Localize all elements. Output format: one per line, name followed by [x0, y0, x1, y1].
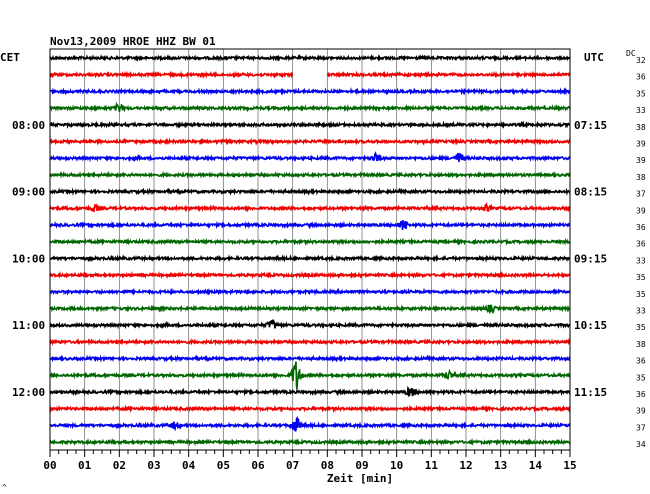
utc-time-label: 11:15 — [574, 386, 607, 399]
cet-time-label: 11:00 — [12, 319, 45, 332]
seismic-trace — [49, 270, 571, 280]
x-tick-label: 00 — [43, 459, 56, 472]
seismic-trace — [49, 354, 571, 363]
cet-time-label: 08:00 — [12, 119, 45, 132]
dc-value: 38 — [636, 173, 646, 182]
dc-value: 39 — [636, 156, 646, 165]
seismic-trace — [49, 202, 571, 213]
x-tick-label: 15 — [563, 459, 576, 472]
dc-value: 36 — [636, 357, 646, 366]
seismic-trace — [49, 304, 571, 315]
seismic-trace — [49, 120, 571, 130]
dc-value: 33 — [636, 256, 646, 265]
dc-value: 38 — [636, 123, 646, 132]
seismic-trace — [49, 187, 571, 196]
seismic-trace — [49, 319, 571, 330]
cet-time-label: 09:00 — [12, 186, 45, 199]
footer-mark: ^ — [2, 483, 7, 492]
dc-value: 33 — [636, 106, 646, 115]
x-tick-label: 11 — [425, 459, 439, 472]
dc-value: 35 — [636, 323, 646, 332]
cet-label: CET — [0, 51, 20, 64]
x-tick-label: 14 — [529, 459, 543, 472]
x-tick-label: 03 — [147, 459, 160, 472]
seismic-trace — [49, 237, 571, 246]
seismic-trace — [49, 170, 571, 180]
utc-time-label: 07:15 — [574, 119, 607, 132]
minute-gridlines — [84, 49, 536, 450]
x-tick-label: 13 — [494, 459, 507, 472]
x-axis-label: Zeit [min] — [327, 472, 393, 485]
seismic-trace — [49, 87, 571, 96]
seismic-trace — [49, 337, 571, 347]
dc-value: 39 — [636, 140, 646, 149]
x-axis-ticks — [49, 450, 571, 457]
x-tick-label: 10 — [390, 459, 403, 472]
dc-value: 35 — [636, 290, 646, 299]
dc-value: 37 — [636, 190, 646, 199]
seismic-trace — [49, 53, 571, 63]
seismic-trace — [49, 137, 571, 146]
x-tick-label: 05 — [217, 459, 230, 472]
dc-value: 39 — [636, 407, 646, 416]
utc-time-label: 10:15 — [574, 319, 607, 332]
dc-value: 36 — [636, 390, 646, 399]
dc-value: 36 — [636, 240, 646, 249]
dc-value: 35 — [636, 89, 646, 98]
dc-value: 36 — [636, 223, 646, 232]
cet-time-label: 12:00 — [12, 386, 45, 399]
x-tick-label: 09 — [355, 459, 368, 472]
seismic-trace — [49, 287, 571, 297]
dc-value: 37 — [636, 423, 646, 432]
utc-label: UTC — [584, 51, 604, 64]
chart-title: Nov13,2009 HROE HHZ BW 01 — [50, 35, 216, 48]
utc-time-label: 08:15 — [574, 186, 607, 199]
dc-value: 34 — [636, 440, 646, 449]
trace-group — [49, 53, 571, 447]
x-tick-label: 04 — [182, 459, 196, 472]
x-tick-label: 06 — [251, 459, 265, 472]
dc-value: 39 — [636, 206, 646, 215]
seismic-trace — [49, 151, 571, 163]
seismic-trace — [49, 70, 571, 79]
seismic-trace — [49, 437, 571, 447]
seismic-trace — [49, 219, 571, 230]
seismic-trace — [49, 101, 571, 113]
cet-time-label: 10:00 — [12, 252, 45, 265]
dc-value: 35 — [636, 373, 646, 382]
x-tick-label: 01 — [78, 459, 92, 472]
x-tick-label: 08 — [321, 459, 334, 472]
dc-value: 33 — [636, 307, 646, 316]
seismic-trace — [49, 254, 571, 263]
dc-value: 32 — [636, 56, 646, 65]
seismic-trace — [49, 385, 571, 398]
dc-value: 38 — [636, 340, 646, 349]
dc-value: 35 — [636, 273, 646, 282]
dc-label: DC — [626, 49, 636, 58]
axis-labels: Nov13,2009 HROE HHZ BW 01 CET UTC DC 00 01 02 0… — [0, 35, 646, 492]
dc-value: 36 — [636, 73, 646, 82]
utc-time-label: 09:15 — [574, 252, 607, 265]
seismic-trace — [49, 415, 571, 432]
seismic-trace — [49, 404, 571, 413]
x-tick-label: 02 — [113, 459, 126, 472]
x-tick-label: 07 — [286, 459, 299, 472]
seismic-trace — [49, 361, 571, 390]
x-tick-label: 12 — [459, 459, 472, 472]
